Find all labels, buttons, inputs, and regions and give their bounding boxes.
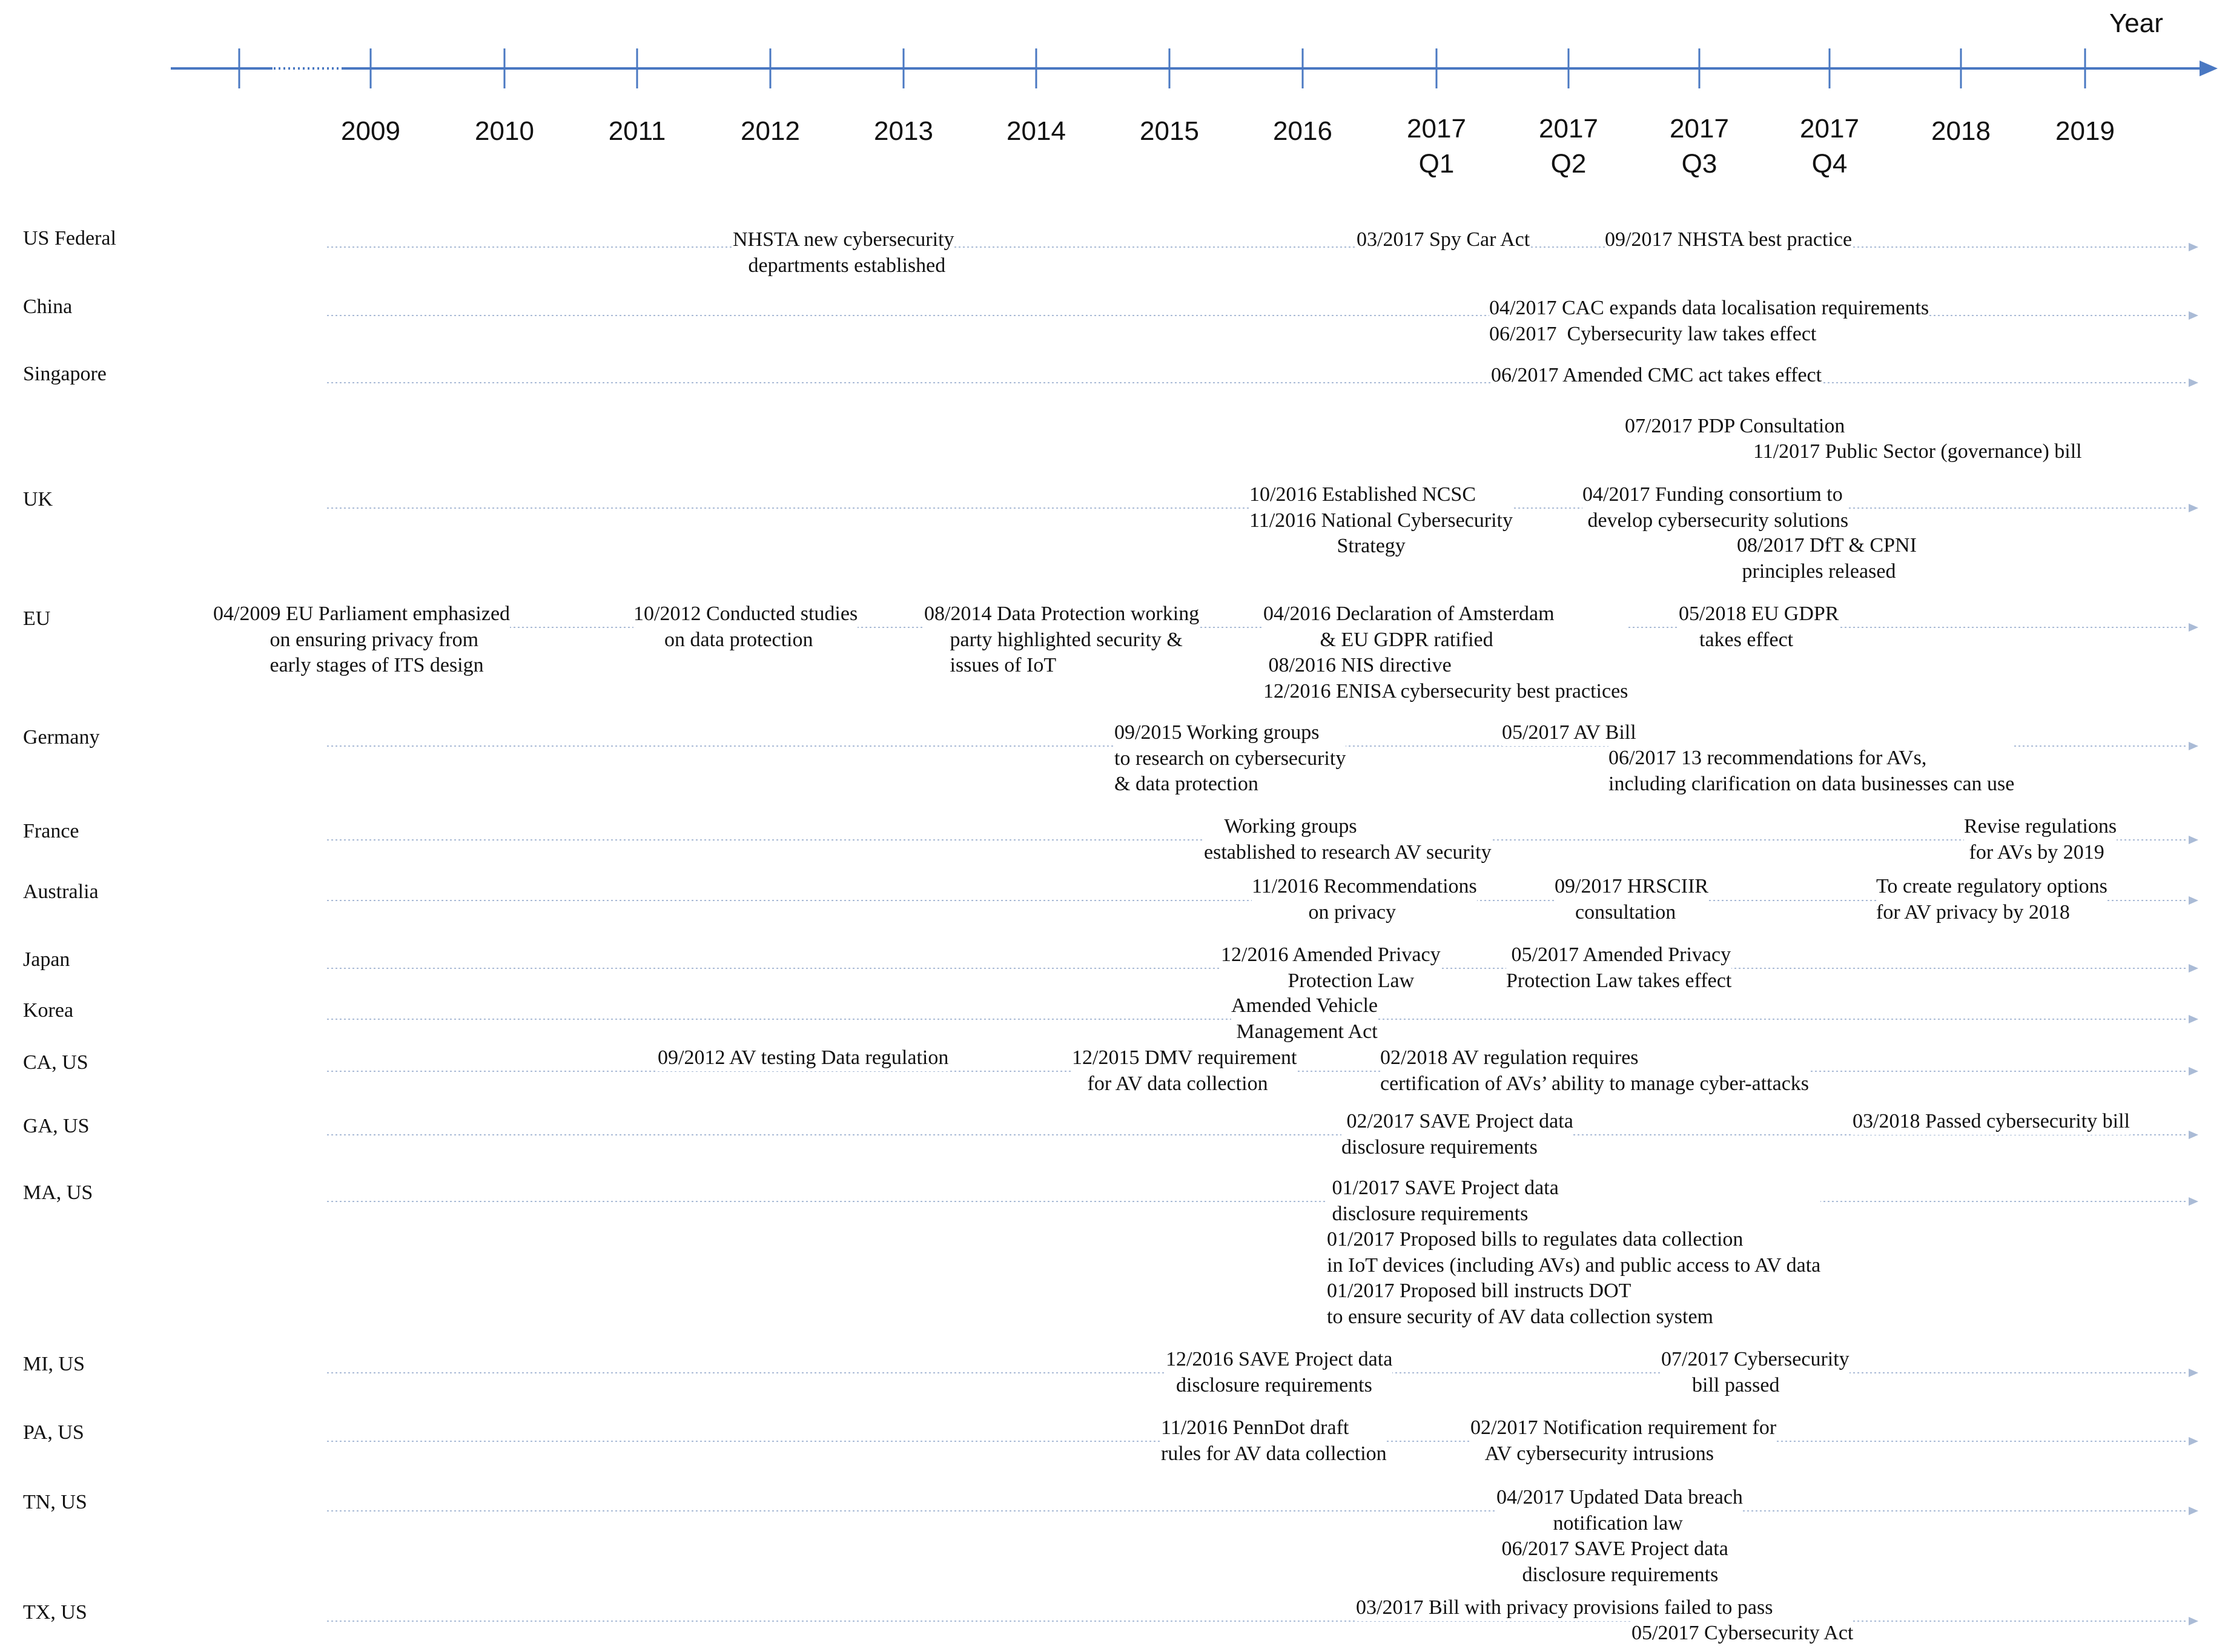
- row-arrowhead: [2189, 378, 2198, 387]
- timeline-event: 06/2017 13 recommendations for AVs, incl…: [1608, 745, 2015, 797]
- axis-tick-label: 2017 Q2: [1539, 114, 1598, 179]
- row-label: MI, US: [23, 1353, 85, 1375]
- timeline-event: 04/2017 CAC expands data localisation re…: [1489, 296, 1929, 347]
- timeline-event: 08/2017 DfT & CPNI principles released: [1737, 533, 1917, 584]
- row-arrowhead: [2189, 311, 2198, 320]
- row-label: UK: [23, 488, 53, 510]
- row-label: TN, US: [23, 1491, 87, 1513]
- axis-tick-label: 2016: [1273, 116, 1332, 146]
- timeline-event: 04/2016 Declaration of Amsterdam & EU GD…: [1263, 601, 1628, 704]
- row-arrowhead: [2189, 1617, 2198, 1625]
- row-label: Singapore: [23, 363, 107, 385]
- timeline-event: 05/2018 EU GDPR takes effect: [1679, 601, 1839, 653]
- row-arrowhead: [2189, 1015, 2198, 1023]
- axis-tick-label: 2011: [608, 116, 666, 146]
- axis-tick-label: 2012: [741, 116, 800, 146]
- timeline-event: 06/2017 Amended CMC act takes effect: [1491, 363, 1822, 389]
- row-arrowhead: [2189, 1197, 2198, 1206]
- timeline-event: 02/2017 SAVE Project data disclosure req…: [1341, 1109, 1573, 1160]
- timeline-event: 12/2016 Amended Privacy Protection Law: [1221, 942, 1441, 994]
- axis-tick-label: 2017 Q1: [1407, 114, 1466, 179]
- timeline-event: 09/2012 AV testing Data regulation: [658, 1045, 949, 1071]
- row-arrowhead: [2189, 1507, 2198, 1515]
- axis-tick-label: 2014: [1007, 116, 1066, 146]
- timeline-event: 01/2017 SAVE Project data disclosure req…: [1327, 1175, 1821, 1330]
- timeline-event: To create regulatory options for AV priv…: [1876, 874, 2107, 925]
- timeline-event: 02/2018 AV regulation requires certifica…: [1380, 1045, 1810, 1097]
- row-arrowhead: [2189, 964, 2198, 973]
- timeline-event: 04/2017 Updated Data breach notification…: [1496, 1485, 1743, 1588]
- timeline-event: 07/2017 Cybersecurity bill passed: [1661, 1347, 1850, 1398]
- row-label: US Federal: [23, 227, 116, 249]
- row-label: EU: [23, 607, 51, 630]
- timeline-event: Revise regulations for AVs by 2019: [1964, 814, 2117, 865]
- row-label: CA, US: [23, 1051, 88, 1074]
- axis-tick-label: 2009: [341, 116, 400, 146]
- row-label: MA, US: [23, 1181, 93, 1204]
- timeline-event: 03/2018 Passed cybersecurity bill: [1853, 1109, 2130, 1135]
- timeline-event: Amended Vehicle Management Act: [1231, 993, 1378, 1045]
- timeline-event: 11/2016 PennDot draft rules for AV data …: [1161, 1415, 1387, 1467]
- row-arrowhead: [2189, 243, 2198, 251]
- timeline-arrowhead: [2200, 61, 2218, 76]
- timeline-event: 10/2016 Established NCSC 11/2016 Nationa…: [1249, 482, 1513, 560]
- axis-tick-label: 2017 Q4: [1800, 114, 1859, 179]
- row-arrowhead: [2189, 896, 2198, 905]
- timeline-event: 07/2017 PDP Consultation: [1625, 414, 1845, 440]
- row-arrowhead: [2189, 836, 2198, 844]
- timeline-event: 09/2015 Working groups to research on cy…: [1114, 720, 1346, 798]
- row-arrowhead: [2189, 742, 2198, 750]
- timeline-event: 09/2017 NHSTA best practice: [1605, 227, 1853, 253]
- timeline-event: 10/2012 Conducted studies on data protec…: [633, 601, 858, 653]
- row-arrowhead: [2189, 504, 2198, 512]
- timeline-event: 02/2017 Notification requirement for AV …: [1470, 1415, 1777, 1467]
- timeline-event: 03/2017 Bill with privacy provisions fai…: [1356, 1595, 1773, 1621]
- row-label: TX, US: [23, 1601, 87, 1624]
- row-label: PA, US: [23, 1421, 84, 1444]
- timeline-event: 04/2009 EU Parliament emphasized on ensu…: [213, 601, 511, 679]
- row-arrowhead: [2189, 1437, 2198, 1446]
- row-arrowhead: [2189, 623, 2198, 632]
- row-arrowhead: [2189, 1131, 2198, 1139]
- timeline-event: 11/2017 Public Sector (governance) bill: [1753, 439, 2082, 465]
- axis-tick-label: 2010: [475, 116, 534, 146]
- row-label: Australia: [23, 881, 99, 903]
- row-label: Japan: [23, 948, 70, 971]
- axis-tick-label: 2017 Q3: [1670, 114, 1729, 179]
- row-arrowhead: [2189, 1067, 2198, 1075]
- timeline-event: 12/2015 DMV requirement for AV data coll…: [1072, 1045, 1297, 1097]
- row-arrowhead: [2189, 1369, 2198, 1377]
- row-label: Korea: [23, 999, 74, 1022]
- timeline-event: 09/2017 HRSCIIR consultation: [1555, 874, 1709, 925]
- row-label: GA, US: [23, 1115, 90, 1137]
- axis-tick-label: 2019: [2055, 116, 2115, 146]
- timeline-event: 12/2016 SAVE Project data disclosure req…: [1166, 1347, 1393, 1398]
- timeline-event: 05/2017 Cybersecurity Act: [1631, 1621, 1854, 1647]
- row-label: France: [23, 820, 79, 842]
- timeline-event: NHSTA new cybersecurity departments esta…: [733, 227, 954, 279]
- row-label: Germany: [23, 726, 100, 748]
- row-label: China: [23, 296, 73, 318]
- axis-tick-label: 2013: [874, 116, 933, 146]
- timeline-event: 05/2017 Amended Privacy Protection Law t…: [1506, 942, 1732, 994]
- timeline-event: 03/2017 Spy Car Act: [1357, 227, 1530, 253]
- timeline-event: 08/2014 Data Protection working party hi…: [924, 601, 1200, 679]
- timeline-event: 05/2017 AV Bill: [1502, 720, 1636, 746]
- timeline-event: 11/2016 Recommendations on privacy: [1252, 874, 1477, 925]
- timeline-event: Working groups established to research A…: [1204, 814, 1492, 865]
- axis-tick-label: 2018: [1931, 116, 1991, 146]
- timeline-event: 04/2017 Funding consortium to develop cy…: [1582, 482, 1849, 534]
- axis-tick-label: 2015: [1140, 116, 1199, 146]
- axis-year-label: Year: [2109, 8, 2163, 38]
